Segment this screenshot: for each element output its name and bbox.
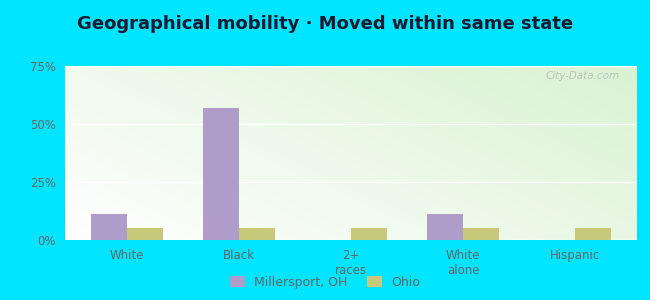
- Bar: [127, 228, 162, 240]
- Bar: [351, 228, 387, 240]
- Bar: [463, 228, 499, 240]
- Text: Geographical mobility · Moved within same state: Geographical mobility · Moved within sam…: [77, 15, 573, 33]
- Bar: [239, 228, 275, 240]
- Bar: [91, 214, 127, 240]
- Bar: [575, 228, 611, 240]
- Legend: Millersport, OH, Ohio: Millersport, OH, Ohio: [224, 271, 426, 294]
- Text: City-Data.com: City-Data.com: [546, 71, 620, 81]
- Bar: [427, 214, 463, 240]
- Bar: [203, 108, 239, 240]
